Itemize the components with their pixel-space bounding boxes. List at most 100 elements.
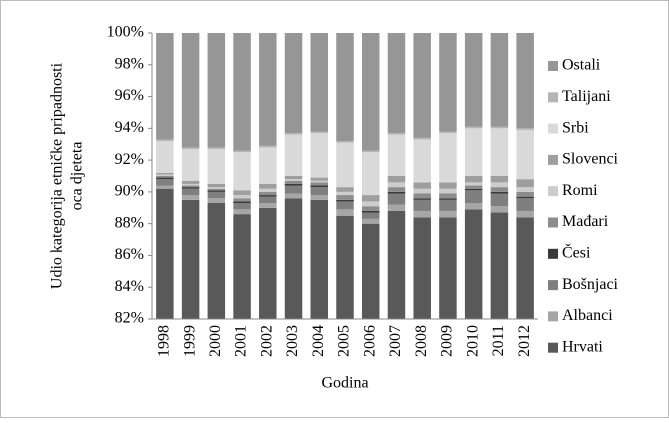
legend-swatch: [548, 123, 558, 134]
x-tick-label: 2003: [284, 325, 301, 357]
legend-swatch: [548, 342, 558, 353]
bar-segment: [387, 204, 406, 211]
bar-segment: [361, 33, 380, 151]
x-tick-label: 2010: [464, 325, 481, 357]
bar-segment: [490, 128, 509, 176]
bar-segment: [336, 187, 354, 192]
bar-segment: [181, 199, 200, 319]
bar-segment: [336, 141, 354, 143]
bar-segment: [156, 188, 174, 319]
bar-segment: [387, 210, 406, 319]
bar-segment: [233, 198, 251, 202]
bar-segment: [387, 191, 406, 194]
bar-segment: [516, 217, 534, 319]
bar-segment: [156, 174, 174, 176]
bar-segment: [207, 33, 226, 148]
x-tick-label: 2001: [233, 325, 250, 357]
bar-segment: [310, 177, 329, 181]
bar-segment: [464, 185, 483, 189]
bar-segment: [310, 182, 329, 186]
bar-segment: [490, 126, 509, 129]
bar-segment: [464, 126, 483, 129]
bar-segment: [156, 179, 174, 186]
bar-segment: [387, 134, 406, 176]
bar-segment: [259, 145, 277, 148]
bar-segment: [284, 179, 303, 181]
legend-swatch: [548, 311, 558, 322]
bar-segment: [490, 191, 509, 194]
legend-swatch: [548, 186, 558, 197]
bar-segment: [439, 217, 457, 319]
bar-segment: [156, 139, 174, 142]
legend-label: Ostali: [562, 57, 601, 74]
bar-segment: [284, 33, 303, 134]
bar-segment: [156, 141, 174, 173]
bar-segment: [207, 148, 226, 184]
bar-segment: [284, 198, 303, 319]
bar-segment: [413, 139, 431, 183]
bar-segment: [233, 209, 251, 215]
bar-segment: [259, 147, 277, 184]
bar-segment: [207, 187, 226, 189]
x-tick-label: 2000: [207, 325, 224, 357]
bar-segment: [207, 191, 226, 199]
bar-segment: [156, 185, 174, 189]
bar-segment: [464, 190, 483, 204]
bar-segment: [387, 193, 406, 205]
bar-segment: [387, 176, 406, 183]
bar-segment: [284, 183, 303, 186]
legend-swatch: [548, 217, 558, 228]
bar-segment: [439, 182, 457, 189]
bar-segment: [181, 180, 200, 184]
bar-segment: [413, 199, 431, 211]
legend-swatch: [548, 248, 558, 259]
bar-segment: [207, 147, 226, 149]
bar-segment: [310, 131, 329, 134]
legend-label: Mađari: [562, 213, 609, 230]
x-tick-label: 1998: [156, 325, 173, 357]
bar-segment: [284, 133, 303, 135]
y-axis-label: Udio kategorija etničke pripadnosti: [49, 62, 66, 289]
bar-segment: [259, 203, 277, 208]
bar-segment: [336, 209, 354, 216]
bar-segment: [413, 217, 431, 319]
bar-segment: [464, 188, 483, 191]
bar-segment: [387, 33, 406, 134]
bar-segment: [490, 206, 509, 213]
bar-segment: [413, 33, 431, 138]
bar-segment: [361, 218, 380, 224]
bar-segment: [413, 137, 431, 140]
bar-segment: [284, 134, 303, 176]
y-tick-label: 96%: [115, 87, 144, 104]
y-axis-label: oca djeteta: [69, 142, 86, 211]
bar-segment: [413, 193, 431, 199]
bar-segment: [439, 188, 457, 194]
legend-swatch: [548, 92, 558, 103]
bar-segment: [310, 199, 329, 319]
bar-segment: [361, 206, 380, 211]
bar-segment: [233, 152, 251, 191]
y-tick-label: 94%: [115, 119, 144, 136]
bar-segment: [259, 196, 277, 204]
bar-segment: [233, 190, 251, 196]
bar-segment: [259, 33, 277, 146]
bar-segment: [233, 214, 251, 319]
bar-segment: [464, 176, 483, 183]
bar-segment: [233, 33, 251, 151]
legend-swatch: [548, 61, 558, 71]
bar-segment: [259, 191, 277, 196]
bar-segment: [336, 33, 354, 142]
bar-segment: [516, 210, 534, 218]
bar-segment: [516, 196, 534, 199]
y-tick-label: 100%: [107, 24, 144, 41]
bar-segment: [361, 212, 380, 219]
bar-segment: [516, 187, 534, 192]
bar-segment: [181, 183, 200, 186]
bar-segment: [310, 33, 329, 132]
bar-segment: [284, 176, 303, 180]
bar-segment: [464, 128, 483, 176]
bar-segment: [490, 212, 509, 319]
legend-label: Hrvati: [562, 338, 603, 355]
bar-segment: [516, 128, 534, 130]
bar-segment: [310, 185, 329, 188]
